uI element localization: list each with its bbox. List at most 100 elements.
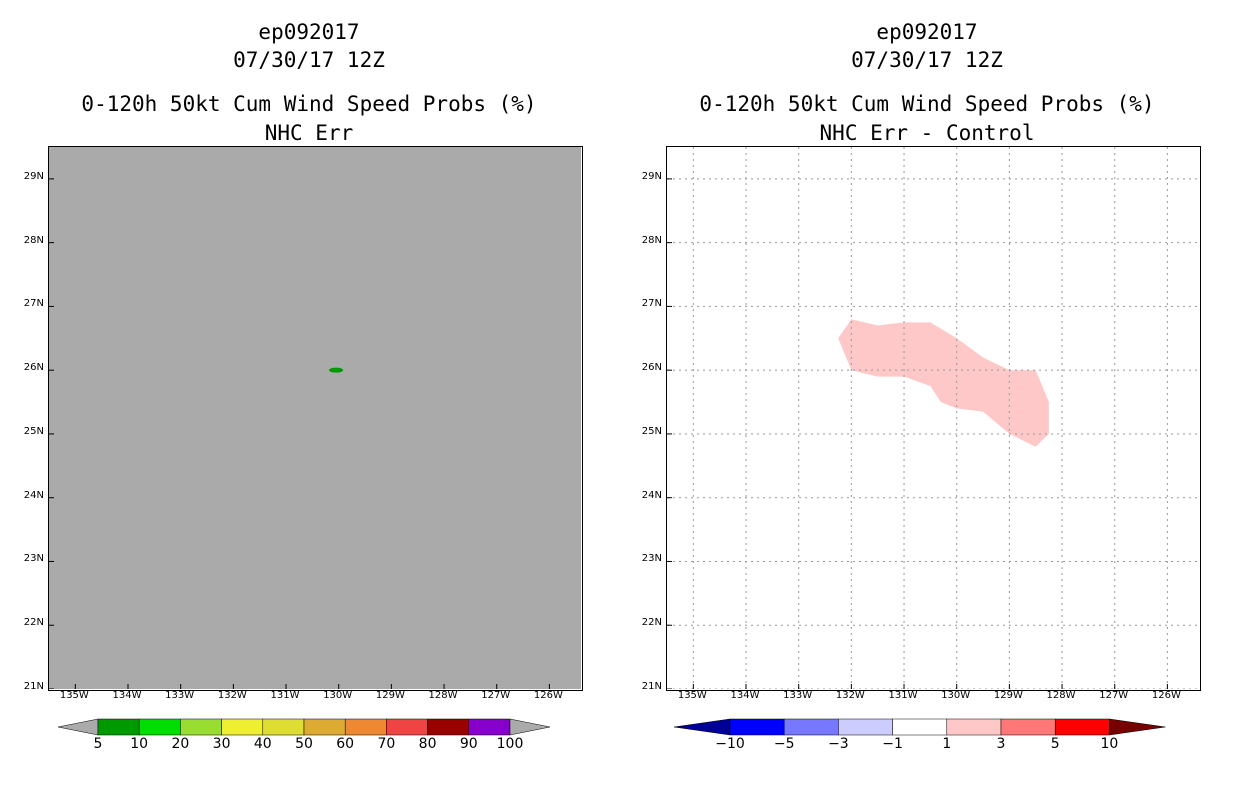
colorbar-label: 30 (212, 736, 231, 752)
colorbar-end-triangle (1109, 718, 1166, 736)
lat-label: 23N (23, 553, 44, 565)
colorbar-segment (344, 718, 387, 736)
colorbar-label: 60 (336, 736, 355, 752)
colorbar-label: 90 (459, 736, 478, 752)
lon-label: 126W (533, 690, 563, 701)
colorbar-label: −1 (882, 736, 903, 752)
lon-label: 133W (783, 690, 813, 701)
lon-label: 130W (941, 690, 971, 701)
lat-label: 26N (641, 362, 662, 374)
lat-label: 28N (23, 234, 44, 246)
lon-label: 134W (112, 690, 142, 701)
colorbar-label: −5 (773, 736, 795, 752)
lon-label: 132W (835, 690, 865, 701)
colorbar-label: 100 (496, 736, 524, 752)
colorbar-segment (729, 718, 785, 736)
lon-label: 129W (375, 690, 405, 701)
lat-label: 22N (23, 617, 44, 629)
lon-label: 132W (217, 690, 247, 701)
lat-label: 22N (641, 617, 662, 629)
left-datetime: 07/30/17 12Z (233, 48, 385, 72)
left-panel: ep092017 07/30/17 12Z 0-120h 50kt Cum Wi… (0, 20, 618, 755)
lon-label: 127W (481, 690, 511, 701)
colorbar-label: 40 (253, 736, 272, 752)
right-storm-id: ep092017 (876, 20, 978, 44)
lon-label: 131W (888, 690, 918, 701)
lat-label: 25N (641, 425, 662, 437)
left-map-plot (49, 147, 581, 689)
right-colorbar-graphic (673, 718, 1166, 736)
colorbar-segment (303, 718, 346, 736)
colorbar-segment (97, 718, 140, 736)
colorbar-segment (783, 718, 839, 736)
lon-label: 133W (165, 690, 195, 701)
lat-label: 27N (23, 298, 44, 310)
lat-label: 28N (641, 234, 662, 246)
lat-label: 26N (23, 362, 44, 374)
colorbar-start-triangle (673, 718, 731, 736)
colorbar-segment (180, 718, 222, 736)
colorbar-label: 3 (996, 736, 1006, 752)
colorbar-label: 80 (418, 736, 437, 752)
left-storm-id: ep092017 (258, 20, 360, 44)
left-colorbar-graphic (57, 718, 551, 736)
colorbar-label: 5 (1050, 736, 1060, 752)
right-panel: ep092017 07/30/17 12Z 0-120h 50kt Cum Wi… (618, 0, 1236, 800)
left-colorbar (0, 715, 618, 755)
left-probability-spot (329, 367, 344, 373)
colorbar-segment (386, 718, 428, 736)
lon-label: 135W (59, 690, 89, 701)
lat-label: 24N (23, 489, 44, 501)
colorbar-label: −10 (715, 736, 745, 752)
lat-label: 29N (23, 170, 44, 182)
lat-label: 24N (641, 489, 662, 501)
right-product-title: 0-120h 50kt Cum Wind Speed Probs (%) (699, 92, 1155, 116)
colorbar-end-triangle (509, 718, 551, 736)
lon-label: 126W (1151, 690, 1181, 701)
colorbar-start-triangle (57, 718, 99, 736)
left-map-background (49, 147, 581, 689)
colorbar-segment (427, 718, 470, 736)
lat-label: 27N (641, 298, 662, 310)
colorbar-segment (892, 718, 948, 736)
lon-label: 127W (1099, 690, 1129, 701)
colorbar-label: 1 (942, 736, 952, 752)
lat-label: 29N (641, 170, 662, 182)
colorbar-segment (262, 718, 305, 736)
right-colorbar (618, 715, 1236, 755)
colorbar-label: 10 (130, 736, 149, 752)
right-map-background (667, 147, 1199, 689)
colorbar-segment (221, 718, 264, 736)
colorbar-label: 10 (1100, 736, 1119, 752)
left-subtitle: NHC Err (264, 121, 354, 145)
right-datetime: 07/30/17 12Z (851, 48, 1003, 72)
colorbar-segment (1054, 718, 1110, 736)
colorbar-label: 5 (93, 736, 103, 752)
left-map (48, 146, 583, 691)
colorbar-segment (838, 718, 893, 736)
left-product-title: 0-120h 50kt Cum Wind Speed Probs (%) (81, 92, 537, 116)
right-map-plot (667, 147, 1199, 689)
lat-label: 25N (23, 425, 44, 437)
colorbar-segment (1000, 718, 1056, 736)
colorbar-segment (138, 718, 181, 736)
right-difference-region (838, 319, 1049, 447)
colorbar-segment (946, 718, 1002, 736)
lon-label: 130W (323, 690, 353, 701)
colorbar-label: −3 (828, 736, 849, 752)
lat-label: 21N (641, 681, 662, 692)
colorbar-segment (468, 718, 511, 736)
right-map (666, 146, 1201, 691)
lon-label: 129W (993, 690, 1023, 701)
colorbar-label: 50 (295, 736, 313, 752)
lon-label: 134W (730, 690, 760, 701)
colorbar-label: 70 (377, 736, 396, 752)
right-subtitle: NHC Err - Control (819, 121, 1035, 145)
lat-label: 23N (641, 553, 662, 565)
lat-label: 21N (23, 681, 44, 692)
colorbar-label: 20 (171, 736, 190, 752)
lon-label: 128W (428, 690, 458, 701)
lon-label: 128W (1046, 690, 1076, 701)
lon-label: 135W (677, 690, 707, 701)
lon-label: 131W (270, 690, 300, 701)
